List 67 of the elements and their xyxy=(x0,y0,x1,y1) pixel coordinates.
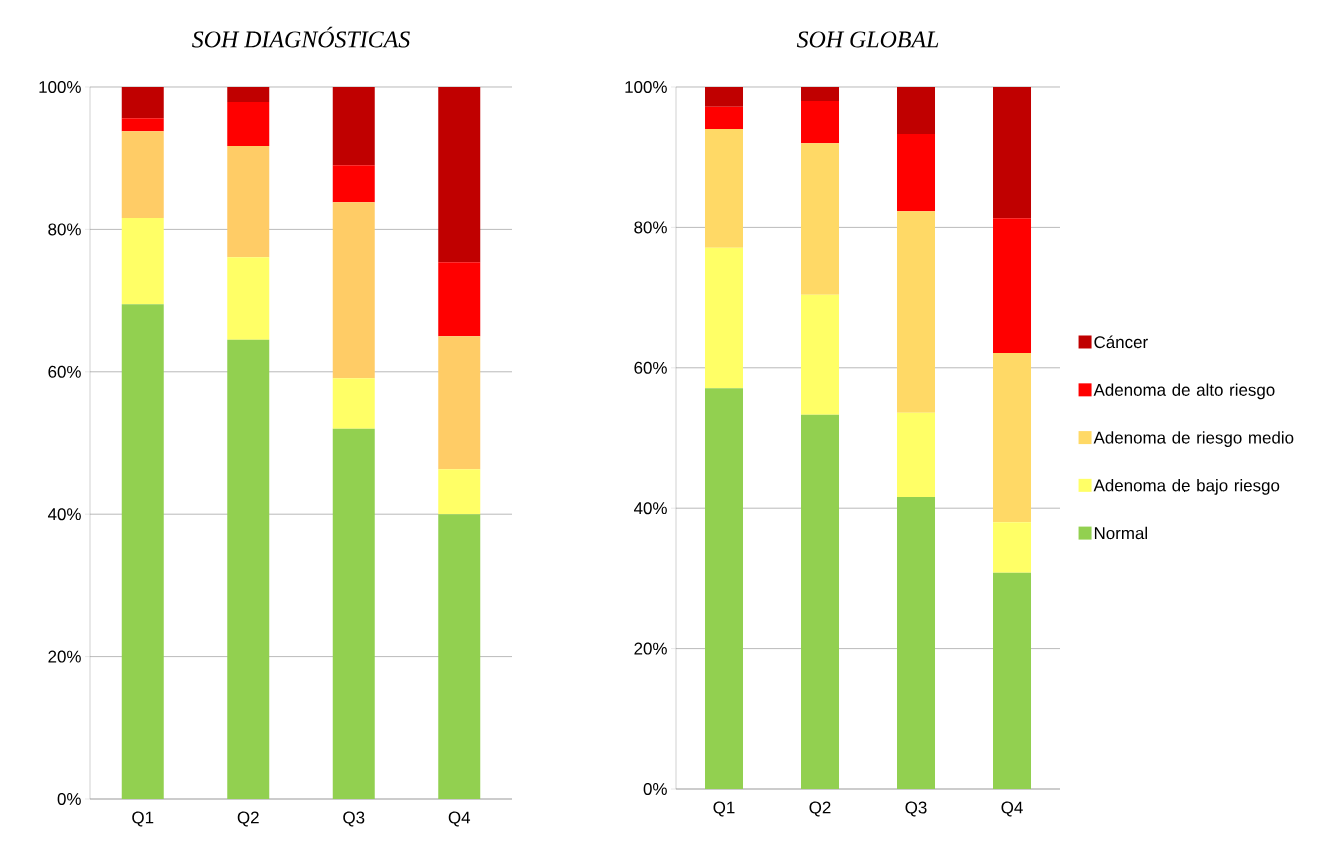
bar xyxy=(438,514,481,799)
y-tick-label: 80% xyxy=(634,221,667,234)
bar xyxy=(438,469,481,515)
bar xyxy=(801,101,840,144)
y-tick-label: 0% xyxy=(57,793,81,805)
x-tick-label: Q1 xyxy=(713,801,735,817)
bar xyxy=(897,134,936,212)
bar xyxy=(438,262,481,337)
bar xyxy=(897,496,936,789)
bar xyxy=(705,247,744,389)
bar xyxy=(121,131,164,218)
x-tick-label: Q1 xyxy=(132,811,154,827)
y-tick-label: 40% xyxy=(47,508,81,521)
bar xyxy=(332,202,375,379)
legend-label: Adenoma de bajo riesgo xyxy=(1093,478,1280,495)
bar xyxy=(227,146,270,258)
bar xyxy=(332,86,375,166)
bar xyxy=(121,218,164,305)
bar xyxy=(801,143,840,295)
x-tick-label: Q2 xyxy=(809,801,831,817)
x-tick-label: Q3 xyxy=(905,801,927,817)
bar xyxy=(801,294,840,415)
x-tick-label: Q4 xyxy=(448,811,471,827)
bar xyxy=(705,86,744,107)
bar xyxy=(121,304,164,799)
chart-title: SOH DIAGNÓSTICAS xyxy=(192,26,410,48)
bar xyxy=(227,339,270,799)
bar xyxy=(227,101,270,147)
legend-label: Cáncer xyxy=(1094,335,1148,349)
bar xyxy=(121,86,164,119)
bar xyxy=(897,86,936,135)
bar xyxy=(705,129,744,248)
bar xyxy=(438,336,481,470)
bar xyxy=(705,106,744,130)
y-tick-label: 100% xyxy=(625,80,667,93)
bar xyxy=(332,378,375,429)
y-tick-label: 100% xyxy=(39,80,81,93)
bar xyxy=(801,414,840,789)
legend-label: Adenoma de alto riesgo xyxy=(1093,383,1275,400)
bar xyxy=(227,257,270,340)
y-tick-label: 20% xyxy=(634,642,667,655)
x-tick-label: Q4 xyxy=(1001,801,1023,817)
legend-label: Normal xyxy=(1094,526,1147,540)
bar xyxy=(897,412,936,497)
y-tick-label: 60% xyxy=(634,361,667,374)
bar xyxy=(332,428,375,799)
bar xyxy=(705,388,744,789)
bar xyxy=(332,165,375,203)
bar xyxy=(993,522,1032,573)
bar xyxy=(227,86,270,102)
y-tick-label: 20% xyxy=(48,650,81,663)
y-tick-label: 0% xyxy=(643,783,667,795)
bar xyxy=(993,572,1032,789)
bar xyxy=(801,86,840,102)
chart-title: SOH GLOBAL xyxy=(796,31,939,48)
legend-label: Adenoma de riesgo medio xyxy=(1093,431,1294,447)
y-tick-label: 60% xyxy=(48,365,81,378)
y-tick-label: 40% xyxy=(633,502,667,515)
bar xyxy=(121,118,164,132)
bar xyxy=(993,353,1032,523)
bar xyxy=(993,86,1032,219)
bar xyxy=(438,86,481,263)
x-tick-label: Q2 xyxy=(237,811,259,827)
bar xyxy=(897,211,936,413)
x-tick-label: Q3 xyxy=(343,811,365,827)
bar xyxy=(993,218,1032,354)
y-tick-label: 80% xyxy=(48,223,81,236)
